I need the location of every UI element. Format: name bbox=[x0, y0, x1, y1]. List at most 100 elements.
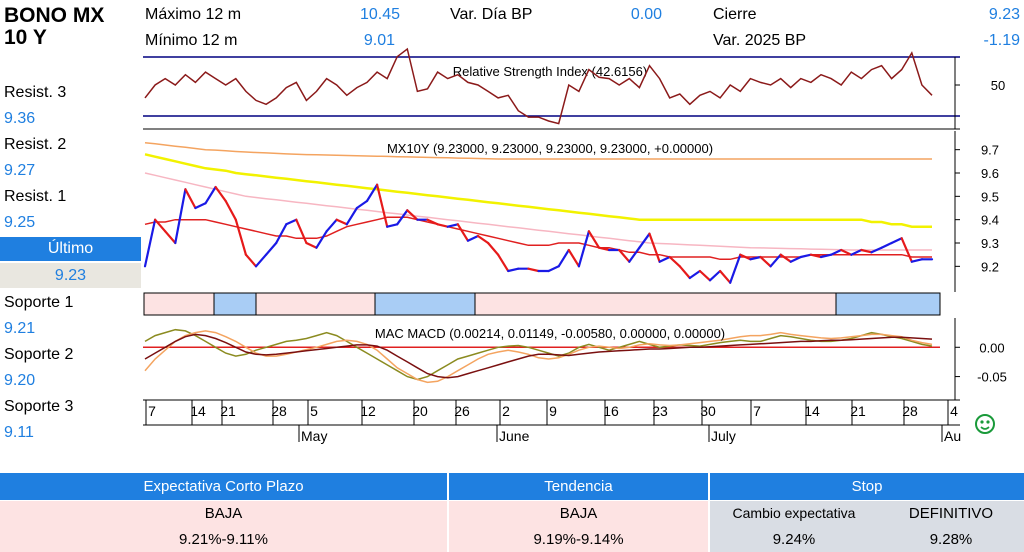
price-line-segment bbox=[769, 253, 782, 268]
tendencia-range: 9.19%-9.14% bbox=[533, 531, 624, 548]
price-line-segment bbox=[789, 255, 802, 263]
x-tick-label: 14 bbox=[190, 403, 206, 419]
x-tick-label: 7 bbox=[148, 403, 156, 419]
price-tick-label: 9.2 bbox=[981, 259, 999, 274]
price-line-segment bbox=[850, 248, 863, 256]
price-line-segment bbox=[880, 241, 893, 249]
price-line-segment bbox=[729, 253, 742, 284]
price-line-segment bbox=[275, 223, 288, 245]
price-line-segment bbox=[890, 237, 903, 245]
price-line-segment bbox=[143, 218, 157, 268]
price-line-segment bbox=[305, 241, 318, 249]
price-line-segment bbox=[507, 267, 520, 273]
price-line-segment bbox=[708, 269, 722, 282]
rsi-panel: 50 Relative Strength Index (42.6156) bbox=[143, 47, 1005, 130]
price-line-segment bbox=[819, 253, 833, 259]
var-2025-label: Var. 2025 BP bbox=[713, 32, 807, 49]
price-line-segment bbox=[900, 237, 913, 263]
price-line-segment bbox=[446, 223, 459, 228]
x-tick-label: 12 bbox=[360, 403, 376, 419]
macd-tick-label: -0.05 bbox=[977, 370, 1007, 385]
price-line-segment bbox=[345, 206, 358, 226]
tendencia-header: Tendencia bbox=[449, 473, 708, 500]
price-line-segment bbox=[829, 248, 843, 256]
price-line-segment bbox=[749, 255, 762, 261]
price-line-segment bbox=[527, 267, 540, 273]
price-line-segment bbox=[285, 218, 298, 226]
resist3-value: 9.36 bbox=[4, 110, 36, 127]
min-12m-value: 9.01 bbox=[363, 32, 395, 49]
price-line-segment bbox=[678, 265, 691, 280]
price-line-segment bbox=[244, 253, 258, 268]
x-tick-label: 23 bbox=[652, 403, 668, 419]
definitivo-label: DEFINITIVO bbox=[908, 505, 994, 522]
expectativa-value: BAJA bbox=[204, 505, 243, 522]
price-line-segment bbox=[809, 253, 823, 259]
definitivo-value: 9.28% bbox=[929, 531, 973, 548]
soporte3-label: Soporte 3 bbox=[4, 398, 74, 415]
price-panel: 9.2 9.3 9.4 9.5 9.6 9.7 MX10Y (9.23000, 9.230… bbox=[143, 131, 999, 292]
x-tick-label: 28 bbox=[902, 403, 918, 419]
price-line-segment bbox=[426, 218, 439, 226]
macd-orange-line bbox=[144, 330, 933, 384]
instrument-title: BONO MX 10 Y bbox=[4, 5, 104, 49]
month-label: July bbox=[711, 428, 736, 444]
price-tick-label: 9.3 bbox=[981, 236, 999, 251]
price-line-segment bbox=[739, 253, 752, 261]
soporte2-value: 9.20 bbox=[4, 372, 36, 389]
var-dia-label: Var. Día BP bbox=[450, 6, 533, 23]
price-line-segment bbox=[587, 230, 601, 249]
price-line-segment bbox=[487, 241, 500, 256]
price-line-segment bbox=[234, 218, 247, 256]
trend-band-segment bbox=[835, 292, 941, 316]
x-tick-label: 14 bbox=[804, 403, 820, 419]
price-line-segment bbox=[476, 234, 490, 245]
soporte2-label: Soporte 2 bbox=[4, 346, 74, 363]
price-line-segment bbox=[597, 246, 611, 252]
cierre-label: Cierre bbox=[713, 6, 757, 23]
instrument-title-line1: BONO MX bbox=[4, 4, 105, 27]
price-line-segment bbox=[174, 188, 187, 245]
price-line-segment bbox=[335, 218, 348, 226]
price-line-segment bbox=[184, 188, 197, 210]
x-tick-label: 26 bbox=[454, 403, 470, 419]
price-line-segment bbox=[698, 269, 712, 282]
trend-band-segment bbox=[374, 292, 476, 316]
price-line-segment bbox=[194, 202, 207, 210]
x-tick-label: 28 bbox=[271, 403, 287, 419]
price-line-segment bbox=[870, 246, 883, 254]
price-line-segment bbox=[497, 253, 510, 273]
month-label: June bbox=[499, 428, 530, 444]
resist1-value: 9.25 bbox=[4, 214, 36, 231]
soporte1-label: Soporte 1 bbox=[4, 294, 74, 311]
x-tick-label: 9 bbox=[549, 403, 557, 419]
expectativa-range: 9.21%-9.11% bbox=[179, 531, 268, 548]
cierre-value: 9.23 bbox=[988, 6, 1020, 23]
x-tick-label: 16 bbox=[603, 403, 619, 419]
price-line-segment bbox=[718, 269, 732, 284]
resist2-value: 9.27 bbox=[4, 162, 36, 179]
price-line-segment bbox=[164, 230, 177, 245]
x-tick-label: 5 bbox=[310, 403, 318, 419]
price-line-segment bbox=[567, 248, 581, 268]
rsi-tick-label: 50 bbox=[991, 78, 1005, 93]
price-line-segment bbox=[628, 246, 641, 263]
x-tick-label: 21 bbox=[220, 403, 236, 419]
instrument-title-line2: 10 Y bbox=[4, 26, 47, 49]
macd-maroon-line bbox=[144, 333, 933, 379]
x-axis: 7 14 21 28 5 12 20 26 2 9 16 23 30 7 14 21 28 4 May June Ju… bbox=[143, 400, 961, 444]
cambio-label: Cambio expectativa bbox=[732, 505, 856, 521]
ultimo-label: Último bbox=[0, 237, 141, 261]
price-line-segment bbox=[910, 258, 924, 263]
trend-band-segment bbox=[255, 292, 376, 316]
price-line-segment bbox=[779, 253, 792, 263]
min-12m-label: Mínimo 12 m bbox=[145, 32, 238, 49]
price-line-segment bbox=[668, 255, 681, 268]
soporte3-value: 9.11 bbox=[4, 424, 34, 441]
x-tick-label: 2 bbox=[502, 403, 510, 419]
price-tick-label: 9.6 bbox=[981, 166, 999, 181]
price-line-segment bbox=[759, 255, 772, 268]
resist2-label: Resist. 2 bbox=[4, 136, 67, 153]
price-line-segment bbox=[204, 185, 217, 205]
ma-orange-line bbox=[144, 141, 932, 160]
